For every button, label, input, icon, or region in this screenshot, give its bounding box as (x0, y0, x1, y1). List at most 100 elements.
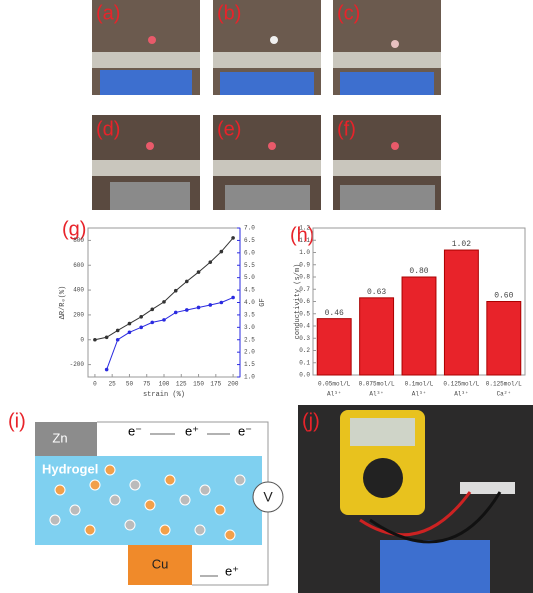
y-tick-label: 1.1 (299, 237, 310, 244)
point (208, 303, 213, 307)
x-tick-label: 0.1mol/L (405, 381, 434, 388)
y-axis-label: ΔR/R₀(%) (59, 286, 67, 320)
panel-label: (j) (302, 410, 320, 432)
ion (129, 479, 141, 491)
bar (486, 301, 522, 376)
panel-label: (a) (96, 2, 120, 24)
carrier-label: e⁺ (225, 563, 239, 578)
y2-tick-label: 6.5 (244, 237, 255, 244)
point (173, 288, 178, 293)
ion (89, 479, 101, 491)
y-tick-label: 0.3 (299, 335, 310, 342)
bar (359, 297, 395, 376)
panel-label: (d) (96, 118, 120, 140)
carrier-label: e⁻ (238, 423, 252, 438)
panel-label: (e) (217, 118, 241, 140)
y-tick-label: 400 (73, 287, 84, 294)
x-tick-label: 0 (93, 381, 97, 388)
carrier-label: e⁺ (185, 423, 199, 438)
x-tick-label: Al³⁺ (454, 391, 468, 398)
bar (316, 318, 352, 376)
y-axis-label: conductivity (s/m) (294, 264, 302, 340)
point (162, 318, 166, 322)
x-tick-label: 200 (228, 381, 239, 388)
photos (92, 0, 441, 210)
voltmeter (252, 481, 284, 513)
point (139, 325, 143, 330)
wire (97, 421, 269, 482)
ion (69, 504, 81, 516)
cu-label: Cu (152, 556, 169, 571)
ion (194, 524, 206, 536)
x-tick-label: Al³⁺ (327, 391, 341, 398)
ion (104, 464, 116, 476)
series-line (106, 297, 234, 370)
point (196, 270, 201, 274)
carrier-label: e⁻ (128, 423, 142, 438)
photo (92, 115, 200, 210)
ion (49, 514, 61, 526)
arrows (150, 433, 230, 577)
ion (179, 494, 191, 506)
point (93, 337, 97, 342)
point (104, 367, 109, 372)
point (127, 321, 132, 326)
y-tick-label: 1.0 (299, 249, 310, 256)
y-tick-label: 0.2 (299, 347, 310, 354)
x-tick-label: 0.05mol/L (318, 381, 351, 388)
cu-electrode (128, 545, 192, 585)
panel-label: (c) (337, 2, 360, 24)
y2-tick-label: 4.0 (244, 299, 255, 306)
y2-tick-label: 7.0 (244, 225, 255, 232)
point (115, 337, 120, 342)
bar (401, 276, 437, 376)
y2-tick-label: 5.5 (244, 262, 255, 269)
panel-label: (b) (217, 2, 241, 24)
y-tick-label: 0 (80, 336, 84, 343)
x-tick-label: 0.125mol/L (443, 381, 479, 388)
y2-tick-label: 4.5 (244, 287, 255, 294)
value-label: 0.46 (325, 309, 344, 318)
photo (333, 115, 441, 210)
point (115, 328, 120, 333)
y-tick-label: 1.2 (299, 225, 310, 232)
x-tick-label: 125 (176, 381, 187, 388)
point (219, 300, 224, 305)
panel-label: (h) (290, 224, 314, 246)
y2-tick-label: 3.0 (244, 324, 255, 331)
wire (192, 512, 269, 586)
ion (164, 474, 176, 486)
photo (213, 115, 321, 210)
circuit-diagram: Zn Hydrogel Cu V e⁻ e⁺ e⁻ e⁺ (35, 421, 284, 586)
y-tick-label: 0.9 (299, 261, 310, 268)
zn-electrode (35, 422, 97, 456)
ion (54, 484, 66, 496)
panel-label: (g) (62, 218, 86, 240)
y-tick-label: 0.1 (299, 359, 310, 366)
y-tick-label: 0.8 (299, 274, 310, 281)
y-tick-label: 200 (73, 311, 84, 318)
y-tick-label: 0.0 (299, 372, 310, 379)
x-tick-label: 150 (193, 381, 204, 388)
y2-tick-label: 2.5 (244, 336, 255, 343)
y2-axis-label: GF (259, 298, 267, 306)
point (127, 330, 132, 335)
point (150, 307, 155, 312)
ion (84, 524, 96, 536)
meter-label: V (263, 489, 273, 505)
y-tick-label: -200 (70, 361, 85, 368)
y-tick-label: 0.6 (299, 298, 310, 305)
x-tick-label: 25 (109, 381, 117, 388)
panel-label: (i) (8, 410, 26, 432)
panel-label: (f) (337, 118, 356, 140)
point (162, 300, 166, 304)
point (173, 310, 178, 315)
y-tick-label: 0.7 (299, 286, 310, 293)
point (104, 335, 109, 340)
y2-tick-label: 5.0 (244, 274, 255, 281)
x-tick-label: 0.075mol/L (359, 381, 395, 388)
point (185, 279, 189, 284)
ion (224, 529, 236, 541)
value-label: 0.60 (494, 292, 513, 301)
